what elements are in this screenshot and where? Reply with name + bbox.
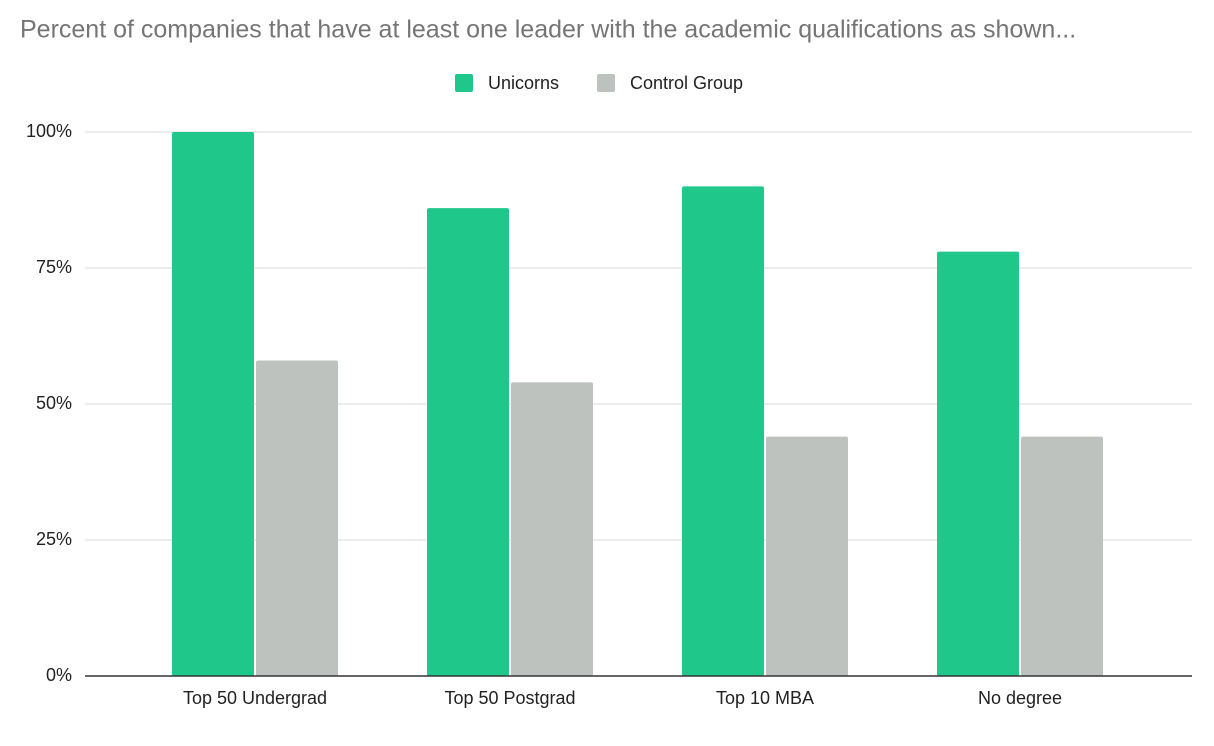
y-tick-label: 25% <box>36 529 72 549</box>
y-tick-label: 75% <box>36 257 72 277</box>
y-tick-label: 50% <box>36 393 72 413</box>
bar <box>682 186 764 676</box>
bar <box>427 208 509 676</box>
bar <box>1021 436 1103 676</box>
bar <box>172 132 254 676</box>
legend-label: Unicorns <box>488 73 559 93</box>
chart-title: Percent of companies that have at least … <box>20 16 1076 44</box>
legend-swatch <box>597 74 615 92</box>
x-tick-label: Top 50 Postgrad <box>444 688 575 708</box>
bar <box>766 436 848 676</box>
x-tick-label: No degree <box>978 688 1062 708</box>
legend-swatch <box>455 74 473 92</box>
bar <box>937 251 1019 676</box>
bar <box>256 360 338 676</box>
y-tick-label: 0% <box>46 665 72 685</box>
x-tick-label: Top 10 MBA <box>716 688 814 708</box>
y-tick-label: 100% <box>26 121 72 141</box>
x-tick-label: Top 50 Undergrad <box>183 688 327 708</box>
legend-label: Control Group <box>630 73 743 93</box>
bar <box>511 382 593 676</box>
